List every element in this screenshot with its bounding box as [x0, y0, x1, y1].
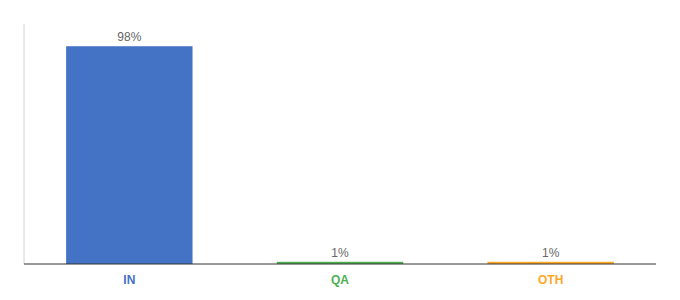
x-tick-labels: IN QA OTH: [123, 273, 563, 287]
data-label: 98%: [117, 30, 141, 44]
bars: [66, 46, 614, 264]
chart-container: 98% 1% 1% IN QA OTH: [0, 0, 680, 300]
x-axis-line: [24, 264, 656, 265]
y-axis-line: [24, 24, 25, 264]
x-tick-label: QA: [331, 273, 349, 287]
x-tick-label: OTH: [538, 273, 563, 287]
data-labels: 98% 1% 1%: [117, 30, 559, 260]
chart-svg: 98% 1% 1% IN QA OTH: [0, 0, 680, 300]
bar: [66, 46, 192, 264]
data-label: 1%: [542, 246, 560, 260]
x-tick-label: IN: [123, 273, 135, 287]
data-label: 1%: [331, 246, 349, 260]
